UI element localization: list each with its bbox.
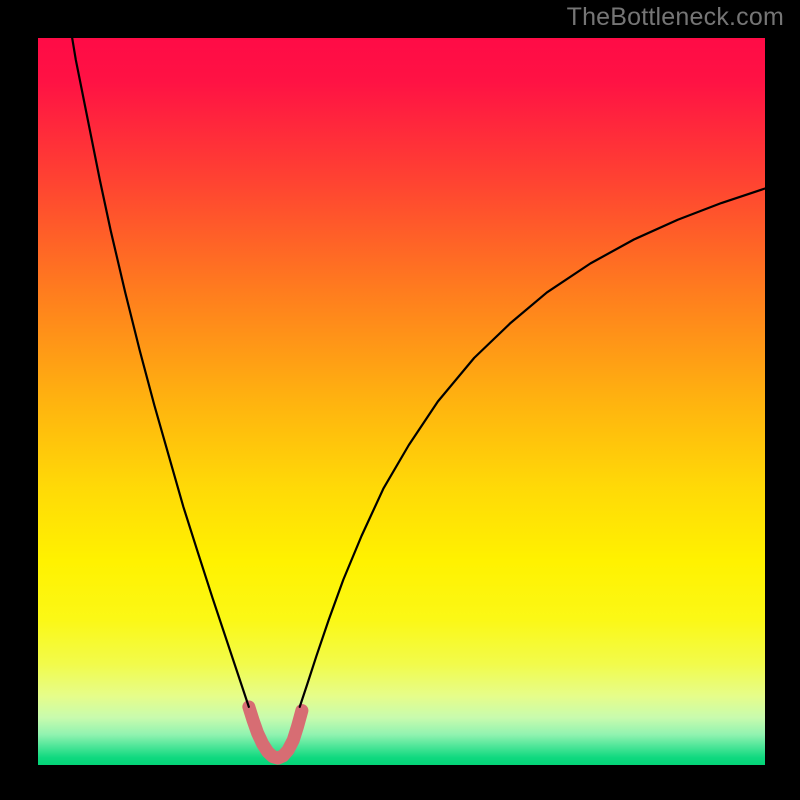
plot-area	[38, 38, 765, 765]
watermark-text: TheBottleneck.com	[567, 3, 784, 32]
plot-svg	[38, 38, 765, 765]
gradient-background	[38, 38, 765, 765]
